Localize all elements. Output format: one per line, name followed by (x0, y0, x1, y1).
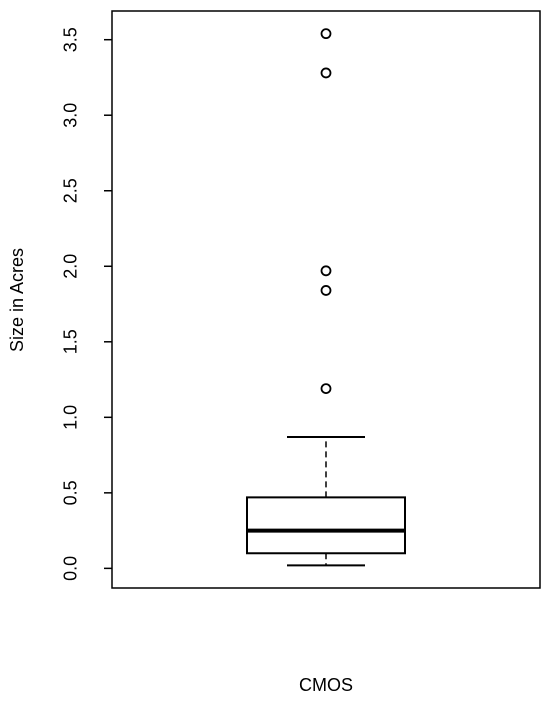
y-tick-label: 2.0 (61, 254, 81, 279)
y-tick-label: 2.5 (61, 178, 81, 203)
outlier (320, 67, 332, 79)
x-tick-label: CMOS (299, 675, 353, 695)
y-axis-label: Size in Acres (7, 248, 27, 352)
outlier (320, 265, 332, 277)
y-tick-label: 1.5 (61, 329, 81, 354)
y-tick-label: 1.0 (61, 405, 81, 430)
box (246, 496, 406, 555)
plot-frame (111, 10, 541, 589)
outlier (320, 28, 332, 40)
y-tick-label: 3.5 (61, 27, 81, 52)
y-tick-label: 3.0 (61, 103, 81, 128)
outlier (320, 383, 332, 395)
outlier (320, 285, 332, 296)
y-tick-label: 0.0 (61, 556, 81, 581)
y-tick-label: 0.5 (61, 480, 81, 505)
